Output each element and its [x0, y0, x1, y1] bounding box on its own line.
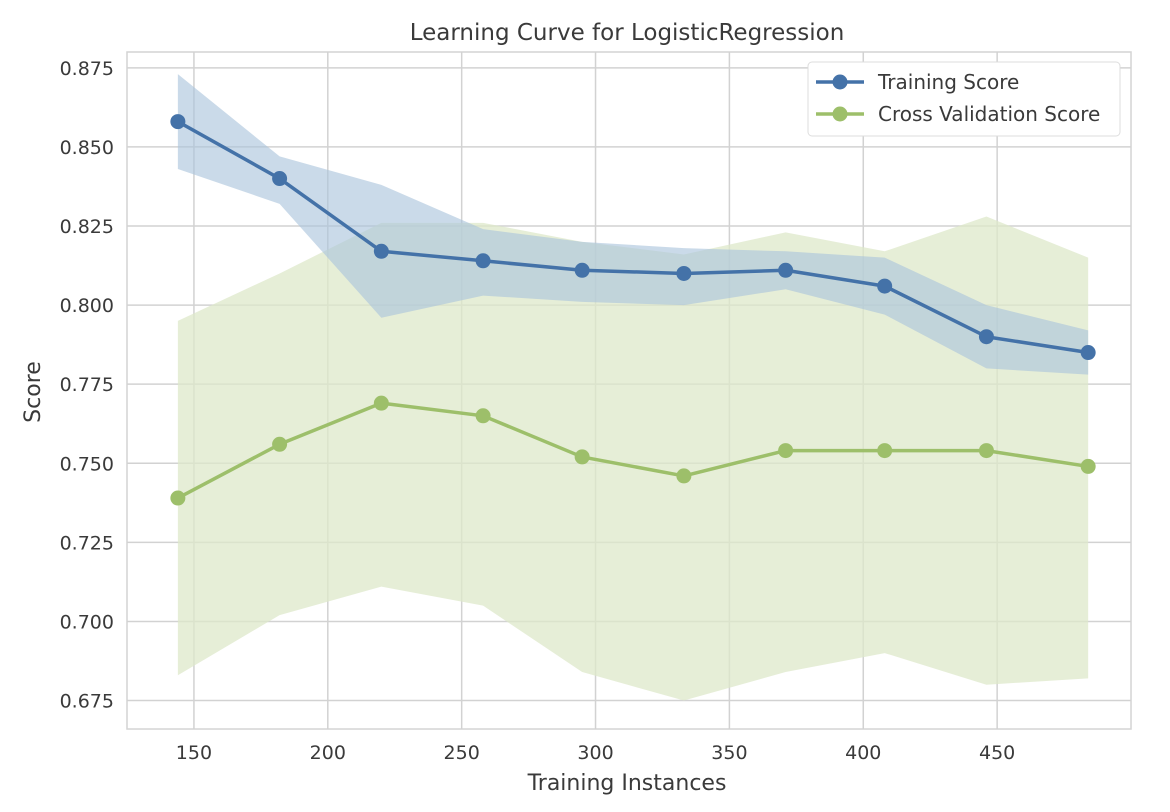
tick-labels: 150 200 250 300 350 400 450 0.675 0.700 0.725 0.75… — [60, 58, 1016, 764]
y-tick-label: 0.825 — [60, 216, 114, 238]
cv-score-point — [475, 408, 491, 424]
confidence-bands — [177, 74, 1089, 701]
cv-score-point — [574, 449, 590, 465]
cv-score-point — [170, 490, 186, 506]
chart-title: Learning Curve for LogisticRegression — [410, 20, 845, 46]
y-tick-label: 0.850 — [60, 137, 114, 159]
x-tick-label: 450 — [979, 742, 1015, 764]
cv-score-band — [177, 216, 1089, 701]
x-axis-title: Training Instances — [527, 771, 727, 796]
cv-score-point — [1080, 458, 1096, 474]
x-tick-label: 350 — [711, 742, 747, 764]
cv-score-point — [272, 436, 288, 452]
training-score-point — [676, 265, 692, 281]
x-tick-label: 250 — [444, 742, 480, 764]
y-tick-label: 0.800 — [60, 295, 114, 317]
cv-score-point — [778, 443, 794, 459]
training-score-line — [177, 120, 1089, 355]
training-score-point — [978, 329, 994, 345]
cv-score-line — [177, 401, 1089, 500]
training-score-point — [877, 278, 893, 294]
y-tick-label: 0.750 — [60, 453, 114, 475]
y-axis-title: Score — [21, 361, 46, 423]
legend: Training Score Cross Validation Score — [807, 61, 1121, 137]
x-tick-label: 150 — [176, 742, 212, 764]
legend-marker-cv — [832, 106, 848, 122]
legend-label-training: Training Score — [877, 70, 1019, 94]
cv-score-point — [877, 443, 893, 459]
y-tick-label: 0.675 — [60, 691, 114, 713]
cv-score-point — [373, 395, 389, 411]
training-score-point — [778, 262, 794, 278]
training-score-point — [272, 171, 288, 187]
series-markers — [170, 114, 1096, 506]
y-tick-label: 0.700 — [60, 611, 114, 633]
x-tick-label: 200 — [310, 742, 346, 764]
y-tick-label: 0.875 — [60, 58, 114, 80]
training-score-point — [574, 262, 590, 278]
training-score-point — [373, 243, 389, 259]
training-score-point — [475, 253, 491, 269]
legend-marker-training — [832, 74, 848, 90]
y-tick-label: 0.725 — [60, 532, 114, 554]
training-score-point — [1080, 345, 1096, 361]
x-tick-label: 400 — [845, 742, 881, 764]
legend-box — [807, 61, 1121, 137]
training-score-band — [177, 74, 1089, 375]
legend-label-cv: Cross Validation Score — [878, 102, 1100, 126]
cv-score-point — [978, 443, 994, 459]
series-lines — [177, 120, 1089, 500]
y-tick-label: 0.775 — [60, 374, 114, 396]
cv-score-point — [676, 468, 692, 484]
training-score-point — [170, 114, 186, 130]
x-tick-label: 300 — [577, 742, 613, 764]
